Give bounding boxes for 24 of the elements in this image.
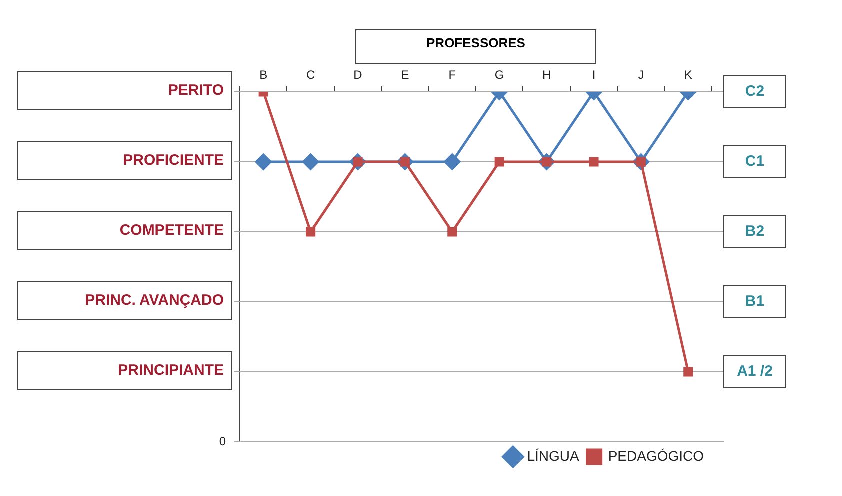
x-tick-label: F [448, 68, 456, 82]
x-tick-label: B [260, 68, 268, 82]
ref-line-label: 0 [219, 434, 226, 448]
text: C1 [745, 153, 765, 170]
ref-line-label: COMPETENTE [120, 222, 224, 240]
x-tick-label: D [354, 68, 363, 82]
ref-line-label: PERITO [168, 82, 224, 100]
x-tick-label: G [494, 68, 504, 82]
x-tick-label: H [542, 68, 552, 82]
ref-line-label: PRINCIPIANTE [118, 362, 224, 380]
text: C2 [745, 83, 765, 100]
x-tick-label: J [638, 68, 644, 82]
ref-line-label: PROFICIENTE [123, 152, 224, 170]
x-tick-label: I [592, 68, 596, 82]
text: A1 /2 [737, 363, 773, 380]
text: B1 [745, 293, 765, 310]
x-tick-label: C [306, 68, 316, 82]
legend-label: PEDAGÓGICO [608, 448, 704, 464]
x-tick-label: E [401, 68, 410, 82]
x-tick-label: K [684, 68, 692, 82]
ref-line-label: PRINC. AVANÇADO [85, 292, 224, 310]
legend-label: LÍNGUA [527, 448, 580, 464]
chart-title: PROFESSORES [426, 35, 526, 50]
text: B2 [745, 223, 765, 240]
